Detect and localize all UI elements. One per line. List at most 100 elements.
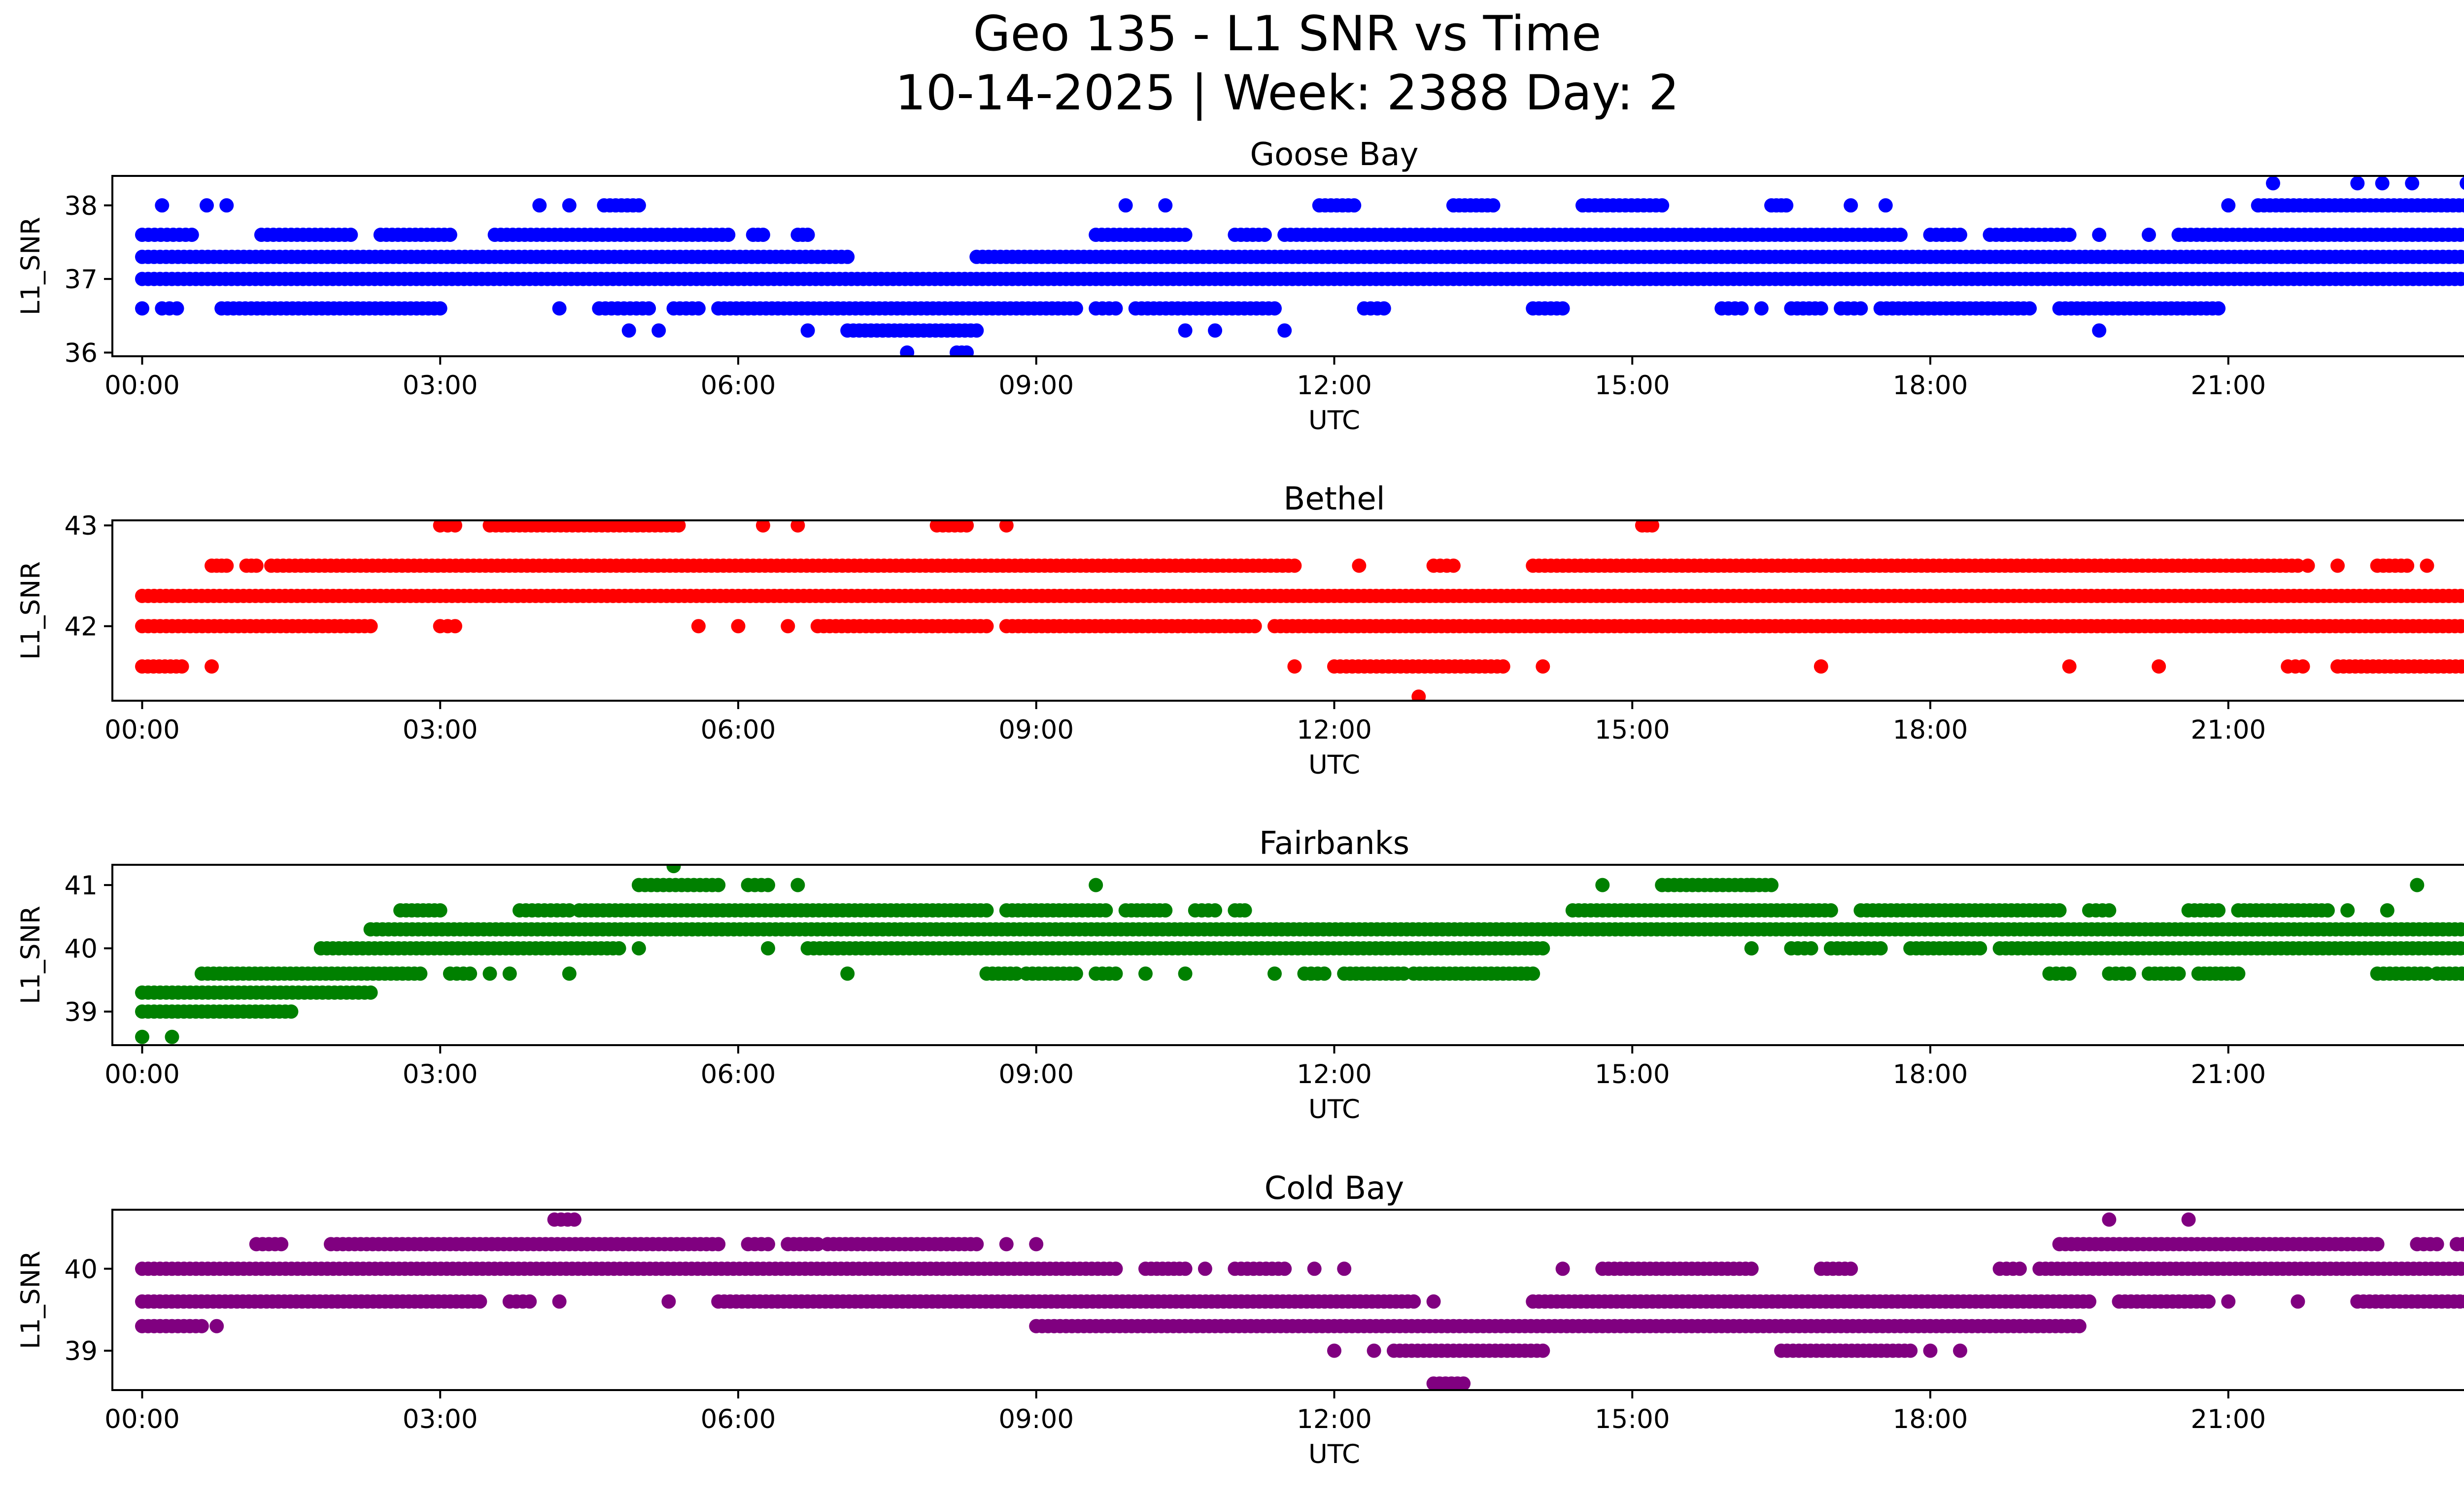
data-point	[1536, 659, 1550, 674]
x-tick-label: 00:00	[104, 1059, 180, 1089]
data-point	[2211, 903, 2225, 918]
x-tick-label: 21:00	[2190, 715, 2266, 745]
data-point	[1953, 228, 1967, 242]
data-point	[999, 1237, 1014, 1251]
x-axis-label: UTC	[1308, 1094, 1360, 1124]
data-point	[552, 1294, 567, 1309]
data-point	[2201, 1294, 2216, 1309]
data-point	[1098, 903, 1113, 918]
data-points	[135, 859, 2464, 1044]
data-point	[1903, 1344, 1917, 1358]
data-point	[2400, 559, 2414, 573]
data-point	[1853, 301, 1868, 315]
x-tick-label: 15:00	[1595, 715, 1670, 745]
data-point	[219, 198, 234, 212]
data-point	[2221, 1294, 2235, 1309]
data-point	[1178, 966, 1193, 981]
data-point	[1178, 228, 1193, 242]
data-point	[1347, 198, 1361, 212]
data-point	[1109, 966, 1123, 981]
data-point	[2301, 559, 2315, 573]
x-tick-label: 03:00	[403, 1404, 478, 1434]
data-point	[1158, 198, 1172, 212]
x-tick-label: 00:00	[104, 1404, 180, 1434]
x-tick-label: 09:00	[998, 715, 1074, 745]
data-point	[2350, 176, 2364, 190]
data-point	[2062, 659, 2077, 674]
data-point	[1844, 1261, 1858, 1276]
data-point	[175, 659, 189, 674]
data-points	[135, 518, 2464, 704]
data-point	[1138, 966, 1153, 981]
data-point	[205, 659, 219, 674]
y-tick-label: 41	[65, 871, 98, 901]
data-point	[2340, 903, 2355, 918]
data-point	[1556, 1261, 1570, 1276]
y-axis-label: L1_SNR	[16, 561, 46, 660]
data-point	[2375, 176, 2390, 190]
data-point	[1277, 323, 1292, 338]
x-tick-label: 06:00	[701, 371, 776, 401]
data-point	[1069, 301, 1083, 315]
data-point	[1248, 619, 1262, 633]
data-point	[1879, 198, 1893, 212]
x-axis-label: UTC	[1308, 406, 1360, 436]
x-tick-label: 06:00	[701, 1404, 776, 1434]
data-point	[200, 198, 214, 212]
data-point	[1814, 301, 1828, 315]
data-point	[219, 559, 234, 573]
x-tick-label: 03:00	[403, 1059, 478, 1089]
data-point	[463, 966, 477, 981]
data-point	[1208, 903, 1222, 918]
data-point	[562, 966, 577, 981]
x-tick-label: 18:00	[1893, 715, 1968, 745]
data-point	[562, 198, 577, 212]
x-tick-label: 15:00	[1595, 371, 1670, 401]
data-point	[448, 619, 462, 633]
data-point	[1377, 301, 1391, 315]
data-point	[532, 198, 547, 212]
x-tick-label: 09:00	[998, 371, 1074, 401]
data-point	[1427, 1294, 1441, 1309]
data-point	[1307, 1261, 1322, 1276]
data-point	[185, 228, 199, 242]
data-point	[2053, 903, 2067, 918]
data-point	[1317, 966, 1332, 981]
data-point	[1655, 198, 1669, 212]
data-point	[473, 1294, 487, 1309]
data-point	[1069, 966, 1083, 981]
data-point	[761, 878, 775, 892]
data-point	[1456, 1376, 1471, 1391]
data-point	[1754, 301, 1769, 315]
data-point	[1406, 1294, 1421, 1309]
data-point	[1158, 903, 1172, 918]
data-point	[2231, 966, 2245, 981]
data-point	[2072, 1319, 2087, 1333]
y-tick-label: 39	[65, 997, 98, 1027]
data-point	[900, 345, 914, 360]
data-point	[155, 198, 169, 212]
data-point	[2122, 966, 2136, 981]
data-point	[840, 250, 855, 264]
data-point	[801, 323, 815, 338]
data-point	[661, 1294, 676, 1309]
data-point	[1337, 1261, 1351, 1276]
axes-frame	[112, 520, 2464, 701]
data-point	[2082, 1294, 2096, 1309]
data-point	[274, 1237, 288, 1251]
data-point	[1844, 198, 1858, 212]
data-point	[612, 941, 626, 955]
x-tick-label: 12:00	[1297, 1404, 1372, 1434]
data-point	[522, 1294, 537, 1309]
data-point	[2172, 966, 2186, 981]
data-point	[1824, 903, 1838, 918]
data-point	[790, 878, 805, 892]
data-point	[1089, 878, 1103, 892]
x-tick-label: 09:00	[998, 1404, 1074, 1434]
data-point	[135, 301, 149, 315]
x-tick-label: 18:00	[1893, 1059, 1968, 1089]
data-point	[1893, 228, 1908, 242]
data-point	[2410, 878, 2424, 892]
